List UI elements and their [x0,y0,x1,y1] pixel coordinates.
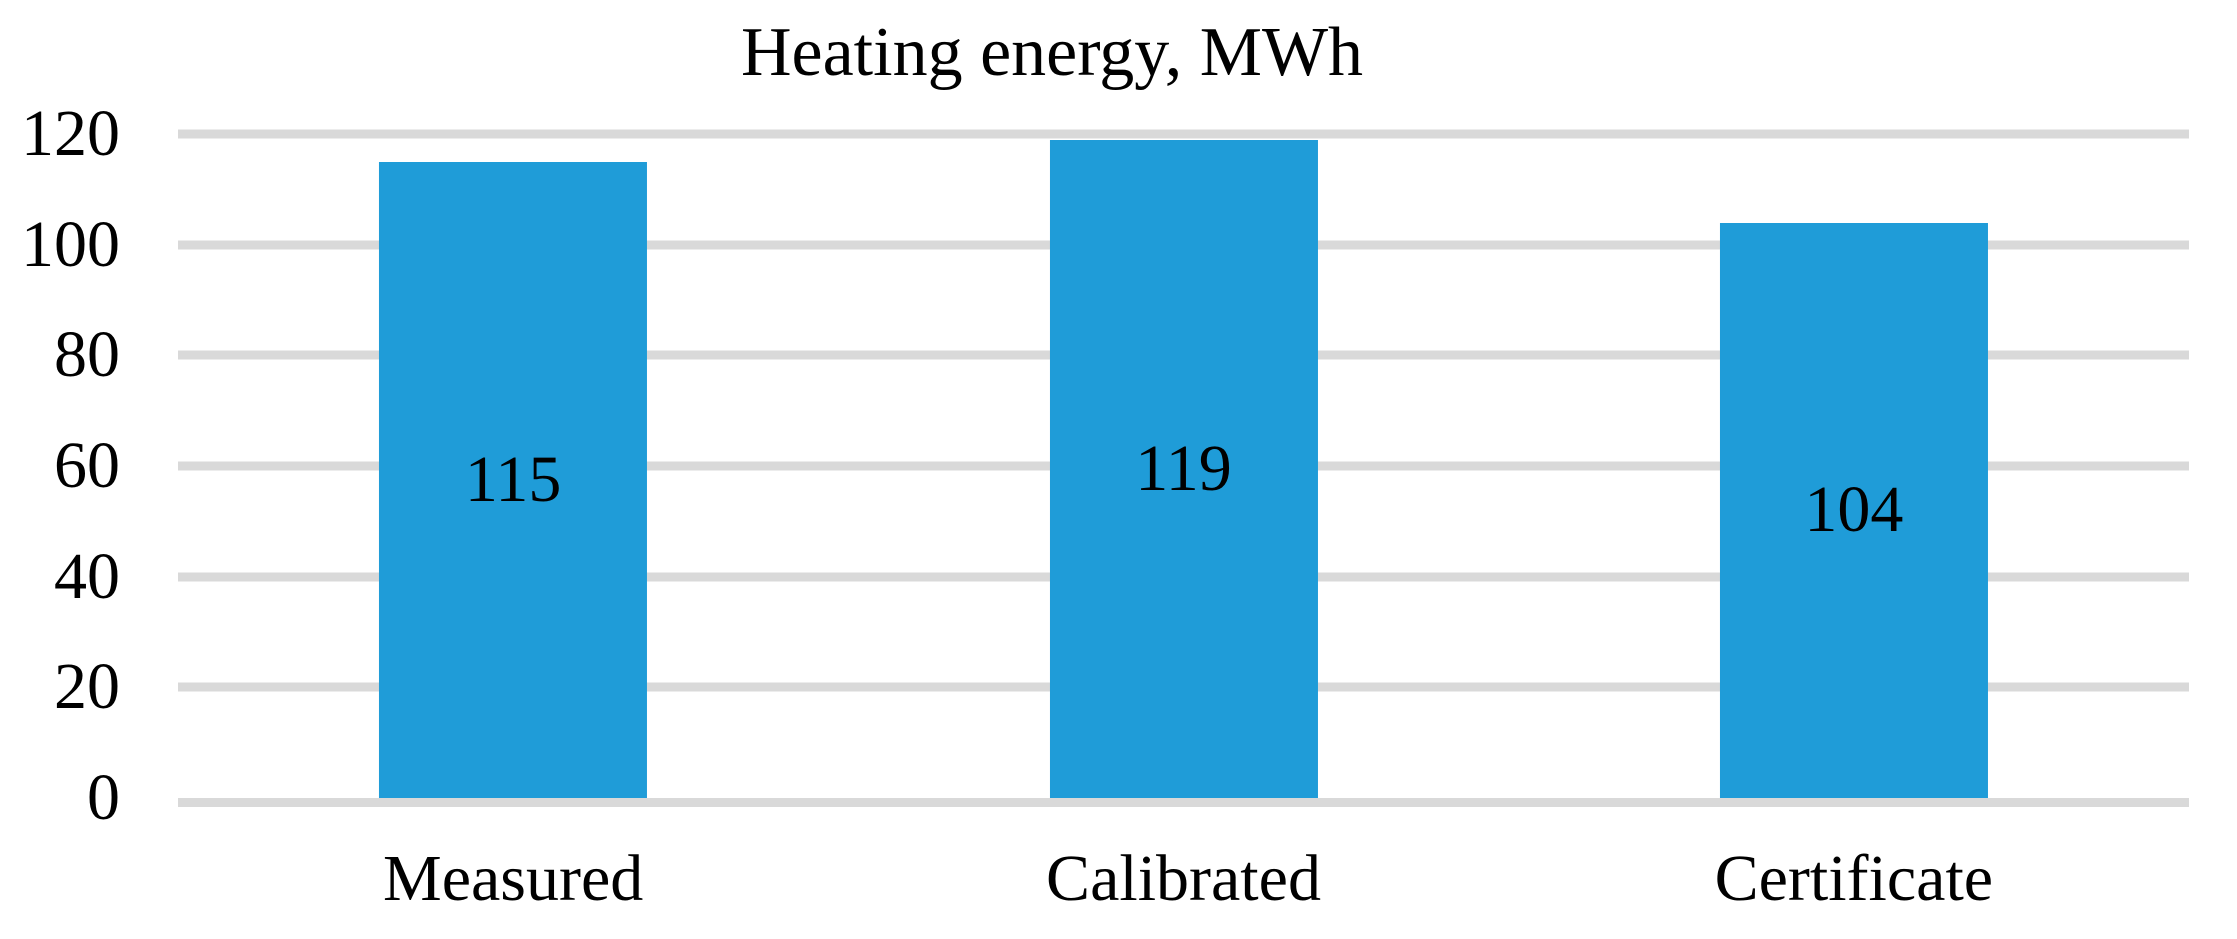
bar-value-label: 115 [464,442,562,516]
plot-area: 115 119 104 [178,129,2189,807]
y-tick-label: 80 [54,318,120,392]
x-category-label: Calibrated [1046,842,1321,915]
bar-measured: 115 [379,161,648,798]
bar-certificate: 104 [1719,222,1988,798]
gridline [178,129,2189,139]
bar-value-label: 104 [1804,473,1904,547]
bar-value-label: 119 [1135,431,1232,505]
x-category-label: Measured [383,842,644,915]
y-tick-label: 0 [87,761,120,834]
y-tick-label: 60 [54,429,120,502]
gridline [178,798,2189,807]
y-tick-label: 40 [54,539,120,613]
y-tick-label: 120 [21,97,120,170]
bar-calibrated: 119 [1049,139,1318,798]
y-tick-label: 20 [54,650,120,724]
x-category-label: Certificate [1714,842,1994,915]
y-tick-label: 100 [21,207,120,281]
chart-title: Heating energy, MWh [740,14,1364,91]
